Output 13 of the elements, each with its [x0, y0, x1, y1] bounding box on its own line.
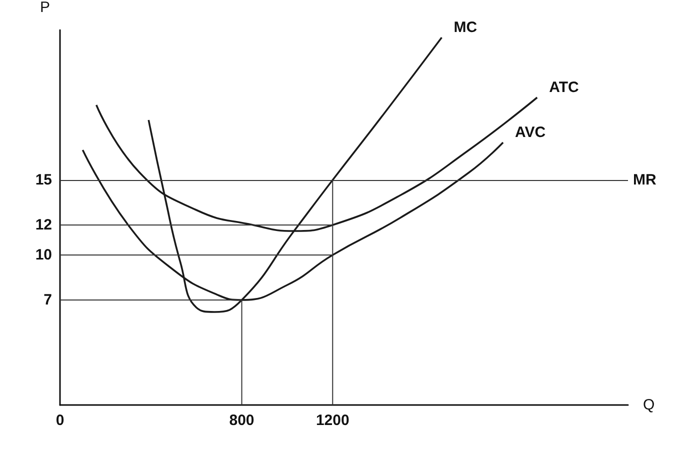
x-tick-label: 1200 — [316, 412, 350, 429]
x-tick-label: 800 — [229, 412, 254, 429]
y-tick-label: 15 — [35, 172, 52, 188]
x-axis-title: Q — [643, 396, 655, 414]
y-tick-label: 10 — [35, 246, 52, 264]
y-tick-label: 12 — [35, 216, 52, 234]
series-label: MC — [454, 19, 478, 36]
ref-line-label: MR — [633, 172, 656, 188]
x-tick-label: 0 — [56, 412, 64, 429]
y-axis-title: P — [40, 0, 50, 16]
series-label: ATC — [549, 79, 579, 96]
y-tick-label: 7 — [44, 292, 52, 308]
series-label: AVC — [515, 124, 546, 141]
